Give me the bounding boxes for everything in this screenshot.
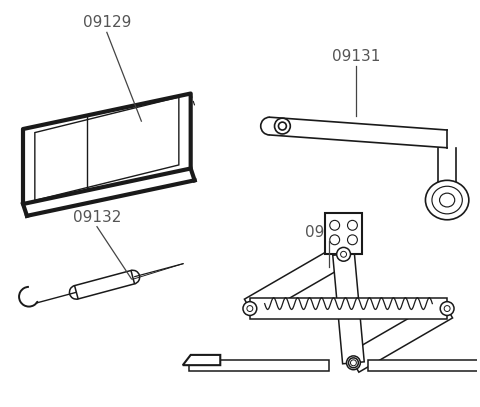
Circle shape	[336, 247, 350, 261]
Circle shape	[348, 235, 358, 245]
Circle shape	[350, 360, 356, 366]
Circle shape	[348, 358, 359, 368]
Polygon shape	[244, 245, 349, 318]
Ellipse shape	[440, 193, 455, 207]
Polygon shape	[183, 355, 220, 365]
Polygon shape	[189, 360, 329, 371]
Polygon shape	[333, 253, 364, 364]
Ellipse shape	[425, 180, 469, 220]
Circle shape	[278, 122, 287, 130]
Polygon shape	[74, 271, 134, 299]
Text: 09129: 09129	[83, 15, 131, 31]
Circle shape	[444, 306, 450, 311]
Text: 09132: 09132	[73, 210, 121, 225]
Polygon shape	[348, 299, 453, 372]
Circle shape	[330, 235, 340, 245]
Circle shape	[275, 118, 290, 134]
Circle shape	[330, 220, 340, 230]
Circle shape	[348, 220, 358, 230]
Circle shape	[440, 302, 454, 315]
Circle shape	[247, 306, 253, 311]
Polygon shape	[368, 360, 480, 371]
Polygon shape	[325, 213, 362, 254]
Polygon shape	[23, 94, 191, 204]
Text: 09131: 09131	[332, 49, 381, 64]
Polygon shape	[250, 298, 447, 319]
Circle shape	[347, 356, 360, 370]
Ellipse shape	[432, 186, 462, 214]
Circle shape	[243, 302, 257, 315]
Text: 09110: 09110	[305, 225, 353, 239]
Circle shape	[341, 252, 347, 257]
